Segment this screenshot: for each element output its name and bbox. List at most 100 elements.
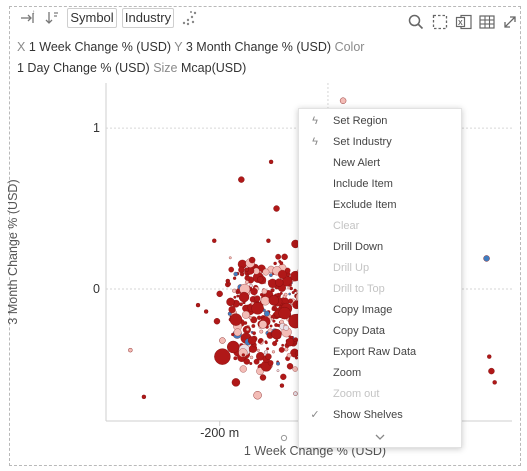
scatter-point[interactable]: [249, 283, 253, 288]
menu-item-copy-image[interactable]: Copy Image: [299, 300, 461, 321]
menu-item-drill-down[interactable]: Drill Down: [299, 237, 461, 258]
scatter-point[interactable]: [263, 350, 268, 355]
scatter-point[interactable]: [227, 340, 240, 354]
scatter-point[interactable]: [128, 347, 133, 353]
scatter-point[interactable]: [233, 271, 238, 277]
scatter-point[interactable]: [487, 354, 492, 359]
scatter-point[interactable]: [279, 383, 285, 388]
scatter-point[interactable]: [212, 238, 217, 243]
scatter-point[interactable]: [252, 331, 256, 336]
scatter-point[interactable]: [250, 316, 258, 324]
scatter-point[interactable]: [272, 341, 278, 347]
scatter-point[interactable]: [274, 323, 279, 327]
scatter-point[interactable]: [293, 391, 298, 396]
scatter-point[interactable]: [264, 341, 268, 345]
scatter-point[interactable]: [231, 378, 241, 387]
scatter-point[interactable]: [238, 291, 250, 303]
scatter-point[interactable]: [293, 288, 297, 293]
scatter-point[interactable]: [271, 328, 282, 340]
menu-item-include-item[interactable]: Include Item: [299, 174, 461, 195]
scatter-point[interactable]: [492, 380, 497, 385]
industry-button[interactable]: Industry: [122, 8, 174, 28]
scatter-point[interactable]: [228, 256, 232, 260]
expand-icon[interactable]: [501, 13, 519, 31]
scatter-point[interactable]: [265, 353, 272, 360]
y-shelf-value[interactable]: 3 Month Change % (USD): [185, 40, 332, 54]
scatter-point[interactable]: [253, 391, 262, 400]
menu-item-export-raw-data[interactable]: Export Raw Data: [299, 342, 461, 363]
scatter-point[interactable]: [238, 176, 245, 183]
scatter-point[interactable]: [244, 267, 249, 272]
scatter-point[interactable]: [235, 291, 239, 294]
x-shelf-value[interactable]: 1 Week Change % (USD): [28, 40, 172, 54]
scatter-point[interactable]: [239, 271, 245, 277]
scatter-point[interactable]: [278, 346, 285, 353]
scatter-point[interactable]: [288, 283, 292, 287]
scatter-point[interactable]: [254, 295, 261, 302]
scatter-point[interactable]: [271, 307, 276, 311]
scatter-point[interactable]: [273, 261, 277, 266]
scatter-point[interactable]: [241, 353, 245, 357]
scatter-point[interactable]: [239, 365, 247, 373]
scatter-point[interactable]: [262, 268, 270, 276]
scatter-point[interactable]: [251, 324, 256, 328]
scatter-point[interactable]: [195, 302, 201, 308]
sort-descending-icon[interactable]: [42, 8, 62, 28]
scatter-point[interactable]: [285, 337, 295, 347]
scatter-point[interactable]: [269, 324, 273, 328]
scatter-point[interactable]: [283, 292, 288, 297]
scatter-point[interactable]: [271, 350, 275, 354]
scatter-point[interactable]: [232, 276, 237, 280]
scatter-point[interactable]: [225, 278, 231, 284]
scatter-point[interactable]: [294, 356, 299, 360]
scatter-point[interactable]: [266, 238, 271, 243]
symbol-button[interactable]: Symbol: [67, 8, 117, 28]
scatter-point[interactable]: [239, 302, 243, 307]
scatter-point[interactable]: [233, 356, 238, 361]
scatter-point[interactable]: [263, 310, 270, 317]
scatter-point[interactable]: [259, 374, 267, 381]
scatter-point[interactable]: [141, 394, 147, 400]
scatter-point[interactable]: [277, 269, 287, 279]
scatter-point[interactable]: [288, 335, 292, 339]
scatter-point[interactable]: [283, 325, 289, 331]
scatter-point[interactable]: [259, 329, 264, 334]
scatter-point[interactable]: [276, 361, 280, 366]
scatter-point[interactable]: [213, 318, 221, 325]
scatter-point[interactable]: [291, 290, 295, 295]
scatter-point[interactable]: [284, 267, 291, 274]
scatter-point[interactable]: [270, 288, 275, 293]
scatter-point[interactable]: [269, 273, 273, 277]
menu-item-copy-data[interactable]: Copy Data: [299, 321, 461, 342]
scatter-point[interactable]: [243, 358, 250, 365]
scatter-point[interactable]: [270, 317, 274, 321]
scatter-point[interactable]: [258, 320, 268, 329]
scatter-point[interactable]: [272, 319, 276, 323]
scatter-point[interactable]: [286, 352, 292, 358]
scatter-point[interactable]: [245, 273, 249, 277]
scatter-point[interactable]: [275, 253, 282, 260]
scatter-point[interactable]: [266, 347, 270, 351]
scatter-point[interactable]: [275, 338, 279, 343]
scatter-drill-icon[interactable]: [179, 8, 199, 28]
scatter-point[interactable]: [238, 348, 248, 358]
menu-item-show-shelves[interactable]: ✓ Show Shelves: [299, 405, 461, 426]
scatter-point[interactable]: [228, 305, 236, 314]
scatter-point[interactable]: [483, 255, 490, 262]
scatter-point[interactable]: [233, 295, 237, 299]
swap-axes-icon[interactable]: ↕: [18, 8, 38, 28]
scatter-point[interactable]: [257, 276, 264, 283]
size-shelf-value[interactable]: Mcap(USD): [181, 61, 247, 75]
scatter-point[interactable]: [268, 295, 280, 306]
scatter-point[interactable]: [257, 339, 263, 344]
search-icon[interactable]: [407, 13, 425, 31]
scatter-point[interactable]: [241, 310, 250, 319]
scatter-point[interactable]: [231, 332, 235, 337]
menu-item-exclude-item[interactable]: Exclude Item: [299, 195, 461, 216]
color-shelf-value[interactable]: 1 Day Change % (USD): [17, 61, 150, 75]
scatter-point[interactable]: [236, 294, 240, 298]
table-view-icon[interactable]: [478, 13, 496, 31]
scatter-point[interactable]: [249, 362, 253, 366]
scatter-point[interactable]: [248, 256, 256, 264]
scatter-point[interactable]: [248, 316, 252, 320]
